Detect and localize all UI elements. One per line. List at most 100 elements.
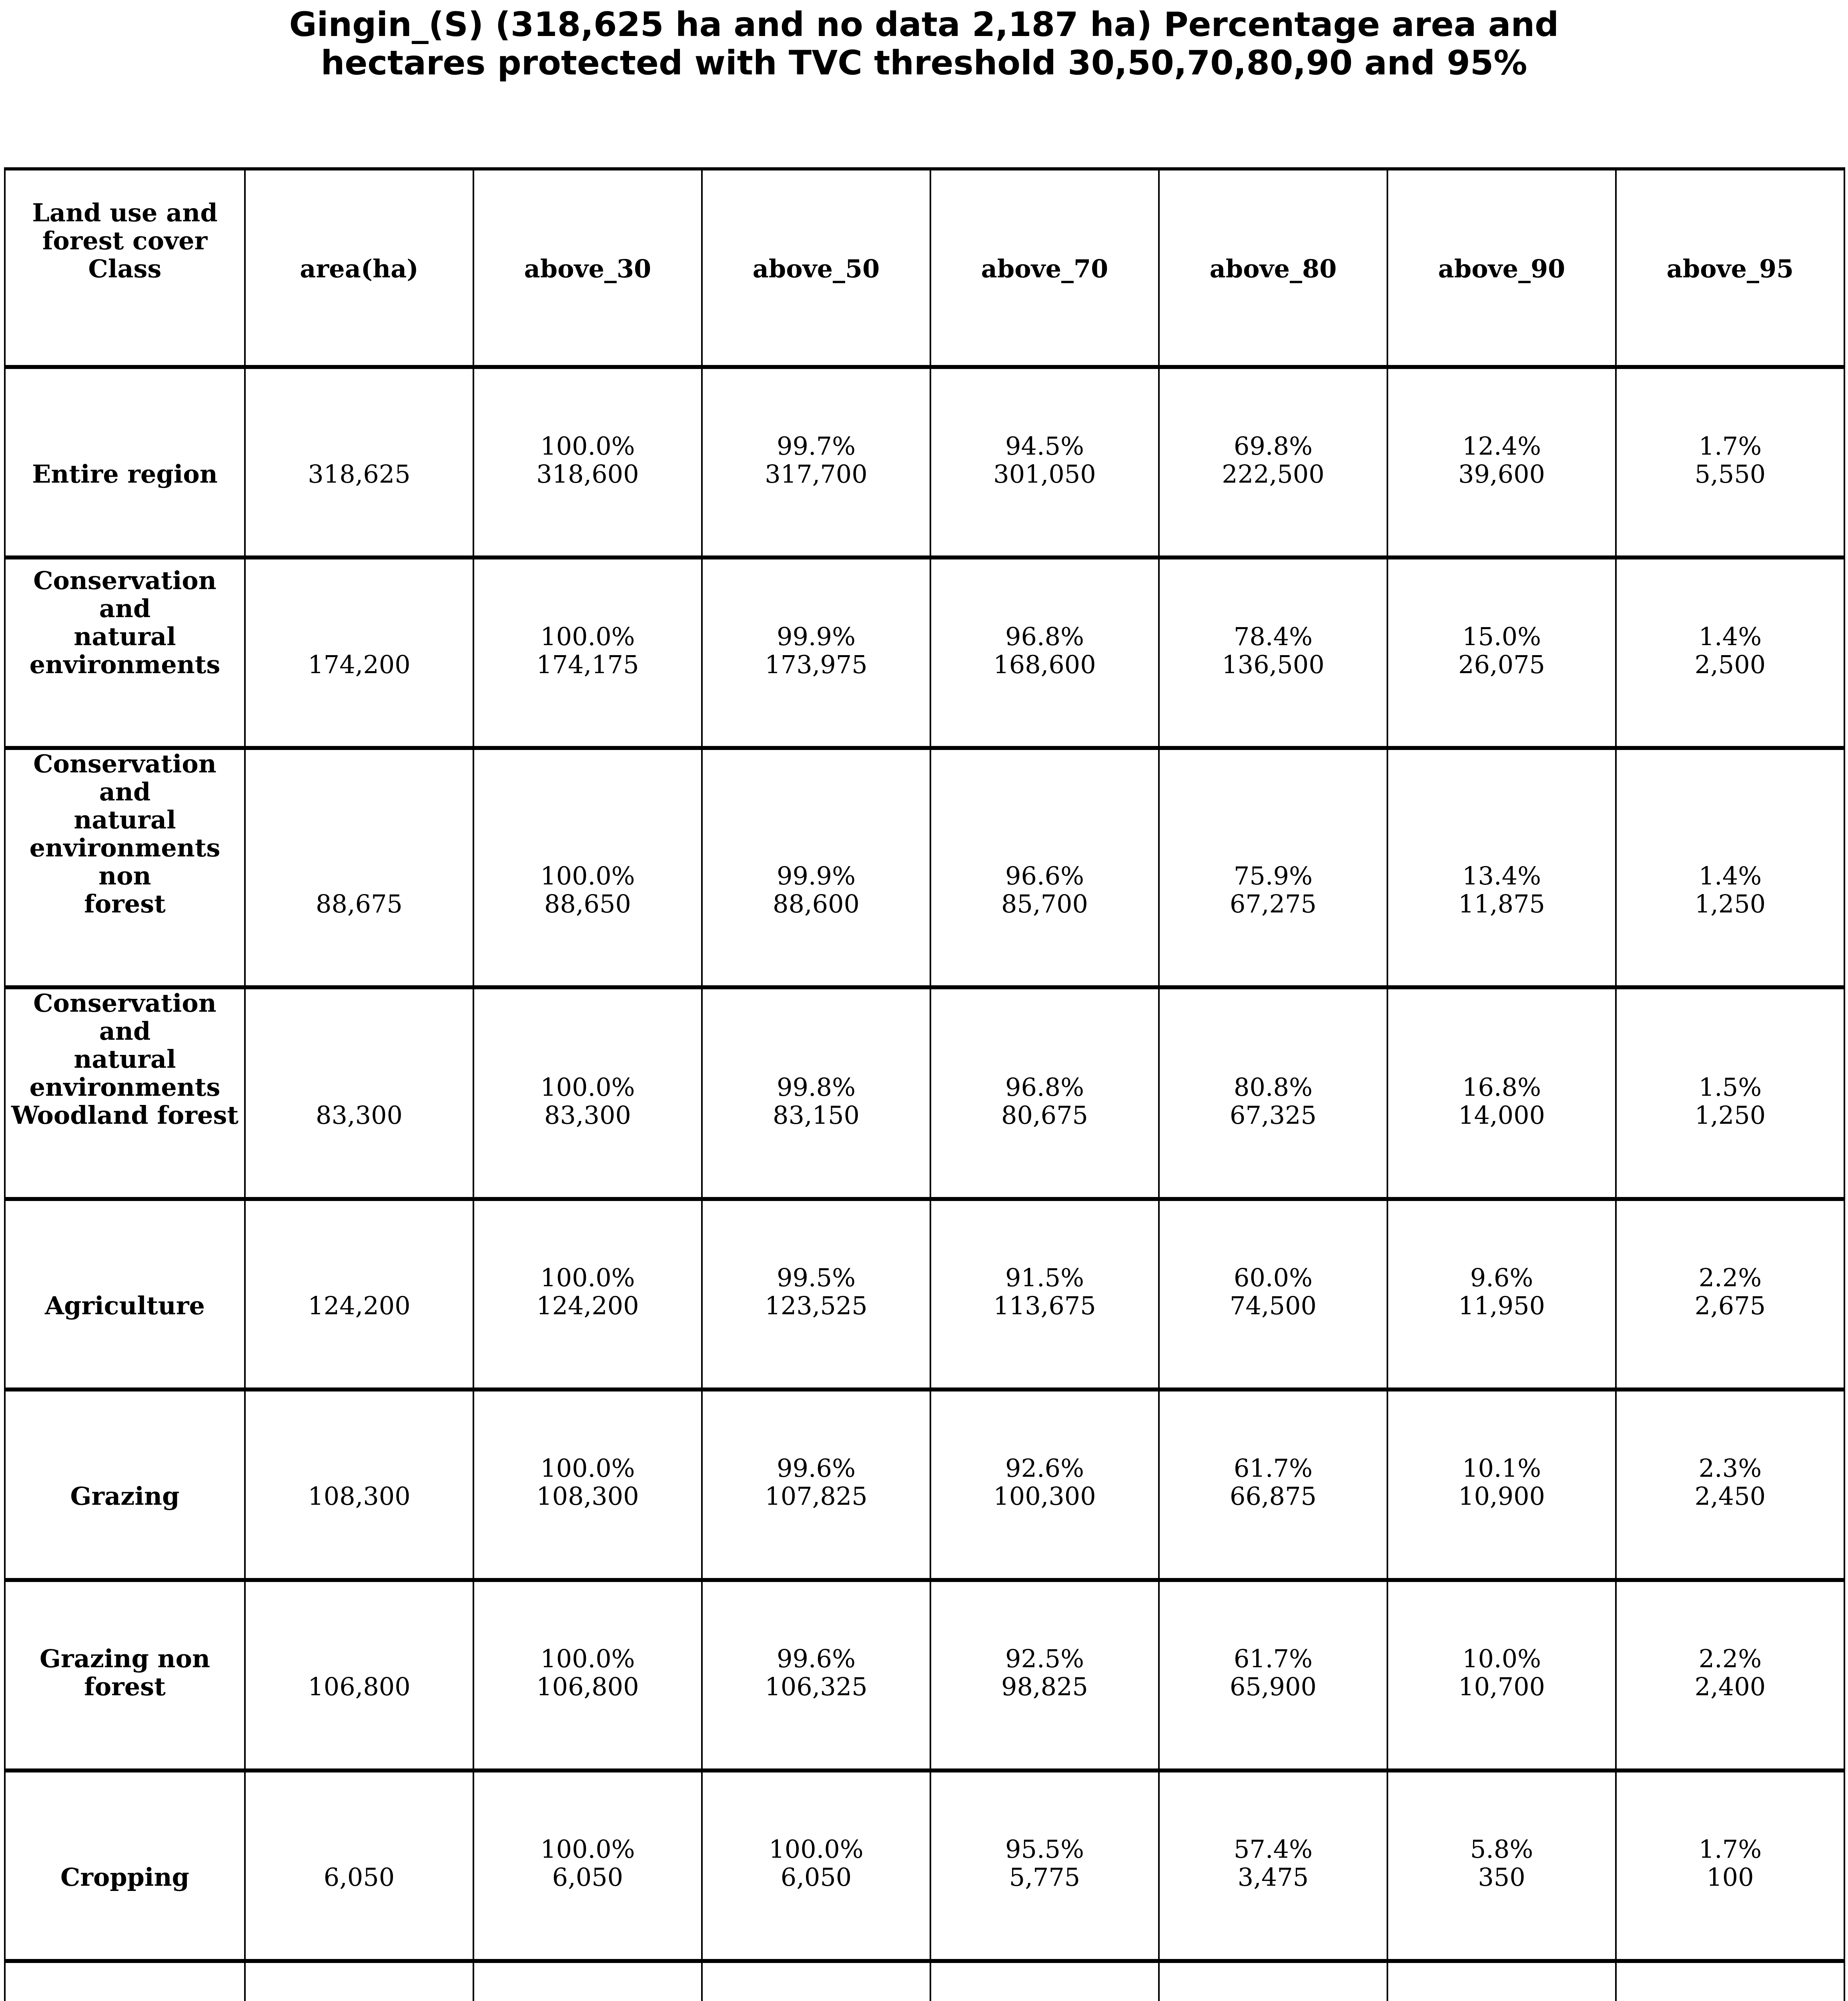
threshold-cell-above-70: 95.5% 5,775 <box>930 1768 1160 1963</box>
threshold-cell-above-70: 96.6% 85,700 <box>930 746 1160 990</box>
threshold-cell-above-70: 77.3%7,500 <box>930 1959 1160 2001</box>
header-above-50: above_50 <box>701 167 931 369</box>
table-row: Irrigation9,700100.0%9,70097.9%9,50077.3… <box>4 1959 1845 2001</box>
land-use-class-cell: Grazing non forest <box>4 1578 246 1772</box>
land-use-class-cell: Conservation and natural environments <box>4 555 246 750</box>
header-above-70: above_70 <box>930 167 1160 369</box>
percent-value: 91.5% <box>1005 1263 1084 1293</box>
percent-value: 1.4% <box>1698 622 1762 651</box>
table-row: Agriculture 124,200 100.0% 124,200 99.5% 123,… <box>4 1197 1845 1391</box>
area-ha-cell: 318,625 <box>244 365 474 559</box>
percent-value: 78.4% <box>1234 622 1313 651</box>
threshold-cell-above-80: 42.0%4,075 <box>1158 1959 1388 2001</box>
threshold-cell-above-80: 57.4% 3,475 <box>1158 1768 1388 1963</box>
hectares-value: 168,600 <box>993 650 1096 679</box>
hectares-value: 100 <box>1706 1863 1754 1892</box>
threshold-cell-above-95: 1.5% 1,250 <box>1615 985 1845 1201</box>
hectares-value: 67,325 <box>1230 1101 1317 1130</box>
table-row: Conservation and natural environments 174… <box>4 555 1845 750</box>
land-use-class-cell: Agriculture <box>4 1197 246 1391</box>
percent-value: 2.2% <box>1698 1644 1762 1674</box>
threshold-cell-above-30: 100.0% 88,650 <box>473 746 703 990</box>
hectares-value: 83,150 <box>773 1101 860 1130</box>
hectares-value: 5,775 <box>1009 1863 1080 1892</box>
land-use-class-cell: Grazing <box>4 1387 246 1582</box>
threshold-cell-above-90: 12.4% 39,600 <box>1387 365 1617 559</box>
threshold-cell-above-80: 61.7% 66,875 <box>1158 1387 1388 1582</box>
table-header: Land use and forest cover Class area(ha)… <box>4 167 1845 369</box>
percent-value: 100.0% <box>540 861 635 891</box>
percent-value: 60.0% <box>1234 1263 1313 1293</box>
table-row: Conservation and natural environments no… <box>4 746 1845 990</box>
hectares-value: 107,825 <box>765 1482 868 1511</box>
hectares-value: 85,700 <box>1001 889 1088 919</box>
land-use-class-cell: Conservation and natural environments no… <box>4 746 246 990</box>
threshold-cell-above-50: 99.5% 123,525 <box>701 1197 931 1391</box>
threshold-cell-above-80: 75.9% 67,275 <box>1158 746 1388 990</box>
threshold-cell-above-30: 100.0% 106,800 <box>473 1578 703 1772</box>
hectares-value: 106,800 <box>536 1672 639 1702</box>
threshold-cell-above-95: 2.3% 2,450 <box>1615 1387 1845 1582</box>
threshold-cell-above-30: 100.0% 124,200 <box>473 1197 703 1391</box>
threshold-cell-above-80: 69.8% 222,500 <box>1158 365 1388 559</box>
threshold-cell-above-70: 96.8% 168,600 <box>930 555 1160 750</box>
header-above-30: above_30 <box>473 167 703 369</box>
land-use-class-cell: Conservation and natural environments Wo… <box>4 985 246 1201</box>
percent-value: 2.3% <box>1698 1454 1762 1483</box>
percent-value: 1.5% <box>1698 1073 1762 1102</box>
table-header-row: Land use and forest cover Class area(ha)… <box>4 167 1845 369</box>
hectares-value: 2,400 <box>1694 1672 1766 1702</box>
hectares-value: 39,600 <box>1458 459 1545 489</box>
threshold-cell-above-50: 99.9% 88,600 <box>701 746 931 990</box>
hectares-value: 14,000 <box>1458 1101 1545 1130</box>
percent-value: 10.1% <box>1462 1454 1541 1483</box>
percent-value: 80.8% <box>1234 1073 1313 1102</box>
percent-value: 100.0% <box>540 1073 635 1102</box>
threshold-cell-above-80: 78.4% 136,500 <box>1158 555 1388 750</box>
threshold-cell-above-30: 100.0% 318,600 <box>473 365 703 559</box>
land-use-class-cell: Cropping <box>4 1768 246 1963</box>
hectares-value: 3,475 <box>1237 1863 1309 1892</box>
threshold-cell-above-30: 100.0% 6,050 <box>473 1768 703 1963</box>
header-land-use-class: Land use and forest cover Class <box>4 167 246 369</box>
table-row: Cropping 6,050 100.0% 6,050 100.0% 6,050 95.5%… <box>4 1768 1845 1963</box>
percent-value: 100.0% <box>540 1835 635 1864</box>
threshold-cell-above-50: 99.9% 173,975 <box>701 555 931 750</box>
hectares-value: 26,075 <box>1458 650 1545 679</box>
threshold-cell-above-30: 100.0%9,700 <box>473 1959 703 2001</box>
percent-value: 100.0% <box>540 431 635 461</box>
threshold-cell-above-90: 9.6% 11,950 <box>1387 1197 1617 1391</box>
area-ha-cell: 108,300 <box>244 1387 474 1582</box>
percent-value: 1.7% <box>1698 431 1762 461</box>
threshold-cell-above-70: 96.8% 80,675 <box>930 985 1160 1201</box>
header-above-95: above_95 <box>1615 167 1845 369</box>
threshold-cell-above-90: 10.1% 10,900 <box>1387 1387 1617 1582</box>
percent-value: 99.7% <box>777 431 856 461</box>
percent-value: 15.0% <box>1462 622 1541 651</box>
hectares-value: 123,525 <box>765 1291 868 1321</box>
threshold-cell-above-50: 97.9%9,500 <box>701 1959 931 2001</box>
hectares-value: 318,600 <box>536 459 639 489</box>
hectares-value: 10,700 <box>1458 1672 1545 1702</box>
header-above-90: above_90 <box>1387 167 1617 369</box>
table-row: Entire region 318,625 100.0% 318,600 99.7% 31… <box>4 365 1845 559</box>
threshold-cell-above-70: 94.5% 301,050 <box>930 365 1160 559</box>
percent-value: 100.0% <box>540 1644 635 1674</box>
percent-value: 2.2% <box>1698 1263 1762 1293</box>
threshold-cell-above-90: 16.8% 14,000 <box>1387 985 1617 1201</box>
percent-value: 99.8% <box>777 1073 856 1102</box>
hectares-value: 113,675 <box>993 1291 1096 1321</box>
percent-value: 100.0% <box>540 1454 635 1483</box>
page-title-line2: hectares protected with TVC threshold 30… <box>321 43 1527 82</box>
table-row: Grazing 108,300 100.0% 108,300 99.6% 107,825 9… <box>4 1387 1845 1582</box>
percent-value: 61.7% <box>1234 1454 1313 1483</box>
hectares-value: 98,825 <box>1001 1672 1088 1702</box>
hectares-value: 5,550 <box>1694 459 1766 489</box>
hectares-value: 100,300 <box>993 1482 1096 1511</box>
percent-value: 99.9% <box>777 622 856 651</box>
hectares-value: 88,600 <box>773 889 860 919</box>
threshold-cell-above-50: 99.7% 317,700 <box>701 365 931 559</box>
percent-value: 100.0% <box>540 1263 635 1293</box>
hectares-value: 317,700 <box>765 459 868 489</box>
hectares-value: 1,250 <box>1694 889 1766 919</box>
